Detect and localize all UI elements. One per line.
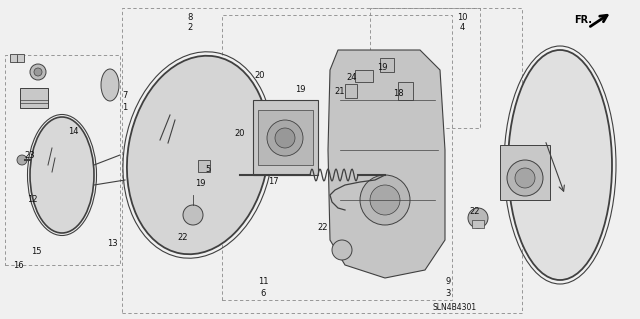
Text: 18: 18 xyxy=(393,88,403,98)
Text: FR.: FR. xyxy=(574,15,592,25)
Text: 20: 20 xyxy=(255,70,265,79)
Text: 24: 24 xyxy=(347,72,357,81)
Text: 4: 4 xyxy=(460,24,465,33)
Text: 19: 19 xyxy=(195,179,205,188)
Text: 13: 13 xyxy=(107,239,117,248)
Text: 21: 21 xyxy=(335,87,345,97)
Text: 23: 23 xyxy=(25,151,35,160)
Circle shape xyxy=(332,240,352,260)
Bar xyxy=(345,84,357,98)
Bar xyxy=(222,15,452,300)
Ellipse shape xyxy=(508,50,612,280)
Circle shape xyxy=(17,155,27,165)
Text: 9: 9 xyxy=(445,278,451,286)
Text: 15: 15 xyxy=(31,248,41,256)
Ellipse shape xyxy=(30,117,94,233)
Circle shape xyxy=(507,160,543,196)
Ellipse shape xyxy=(127,56,269,254)
Ellipse shape xyxy=(101,69,119,101)
Text: 5: 5 xyxy=(205,166,211,174)
Text: 8: 8 xyxy=(188,13,193,23)
Bar xyxy=(253,100,318,175)
Text: 1: 1 xyxy=(122,102,127,112)
Text: 2: 2 xyxy=(188,24,193,33)
Bar xyxy=(258,110,313,165)
Circle shape xyxy=(360,175,410,225)
Text: 11: 11 xyxy=(258,278,268,286)
Circle shape xyxy=(370,185,400,215)
Text: 19: 19 xyxy=(295,85,305,94)
Circle shape xyxy=(30,64,46,80)
Text: 22: 22 xyxy=(317,224,328,233)
Circle shape xyxy=(275,128,295,148)
Bar xyxy=(10,54,24,62)
Text: 17: 17 xyxy=(268,177,278,187)
Bar xyxy=(5,55,120,265)
Bar xyxy=(398,82,413,100)
Text: 14: 14 xyxy=(68,128,78,137)
Bar xyxy=(20,88,48,108)
Circle shape xyxy=(515,168,535,188)
Bar xyxy=(198,160,210,172)
Polygon shape xyxy=(328,50,445,278)
Text: 22: 22 xyxy=(178,233,188,241)
Circle shape xyxy=(267,120,303,156)
Bar xyxy=(472,220,484,228)
Bar xyxy=(500,145,550,200)
Text: 19: 19 xyxy=(377,63,387,71)
Text: 16: 16 xyxy=(13,261,23,270)
Text: 20: 20 xyxy=(235,130,245,138)
Text: 22: 22 xyxy=(470,207,480,217)
Bar xyxy=(355,70,373,82)
Text: 10: 10 xyxy=(457,13,467,23)
Bar xyxy=(122,8,522,313)
Text: 3: 3 xyxy=(445,288,451,298)
Text: 6: 6 xyxy=(260,288,266,298)
Circle shape xyxy=(34,68,42,76)
Text: 7: 7 xyxy=(122,92,128,100)
Bar xyxy=(380,58,394,72)
Text: 12: 12 xyxy=(27,196,37,204)
Circle shape xyxy=(468,208,488,228)
Text: SLN4B4301: SLN4B4301 xyxy=(433,303,477,313)
Bar xyxy=(370,8,480,128)
Circle shape xyxy=(183,205,203,225)
